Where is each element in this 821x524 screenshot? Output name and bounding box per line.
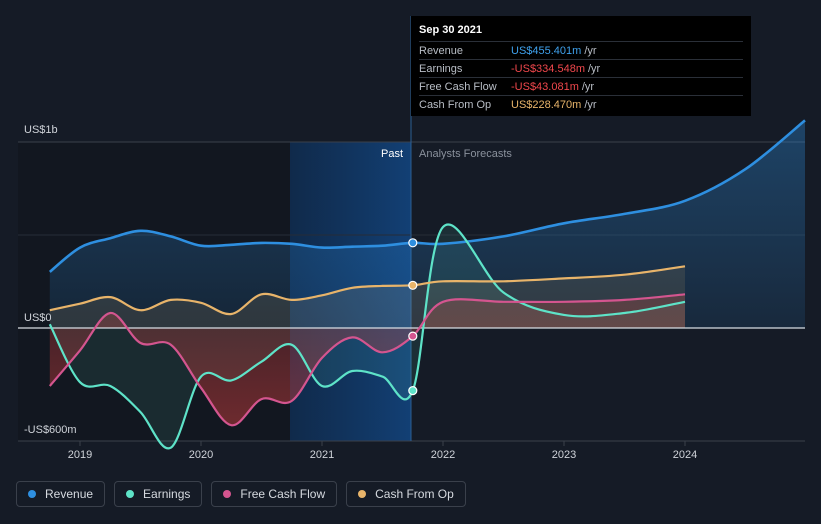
free-cash-flow-marker[interactable]	[408, 331, 418, 341]
legend-item-revenue[interactable]: Revenue	[16, 481, 106, 507]
cash-from-op-area	[49, 266, 686, 328]
legend-dot-icon	[126, 490, 135, 498]
tooltip-row-cash-from-op: Cash From Op US$228.470m/yr	[419, 95, 743, 113]
legend-label: Cash From Op	[375, 487, 454, 501]
free-cash-flow-line	[48, 293, 686, 427]
cash-from-op-marker[interactable]	[408, 280, 418, 290]
legend-dot-icon	[223, 490, 232, 498]
y-label-bottom: -US$600m	[24, 424, 77, 436]
tooltip-value: US$228.470m	[511, 98, 582, 111]
tooltip-value: US$455.401m	[511, 44, 582, 57]
x-tick-label: 2023	[552, 449, 576, 461]
legend-label: Earnings	[143, 487, 191, 501]
legend-label: Revenue	[45, 487, 94, 501]
tooltip-unit: /yr	[588, 62, 601, 75]
legend-item-free-cash-flow[interactable]: Free Cash Flow	[211, 481, 338, 507]
tooltip-label: Cash From Op	[419, 98, 492, 111]
legend-dot-icon	[28, 490, 36, 498]
tooltip-label: Free Cash Flow	[419, 80, 497, 93]
tooltip-label: Revenue	[419, 44, 464, 57]
tooltip-value: -US$334.548m	[511, 62, 585, 75]
revenue-marker[interactable]	[408, 238, 418, 248]
x-tick-label: 2022	[431, 449, 455, 461]
tooltip-date: Sep 30 2021	[419, 24, 482, 36]
tooltip-unit: /yr	[584, 44, 597, 57]
legend-label: Free Cash Flow	[240, 487, 326, 501]
tooltip-unit: /yr	[584, 98, 597, 111]
legend: Revenue Earnings Free Cash Flow Cash From O…	[16, 481, 466, 507]
free-cash-flow-area	[49, 294, 686, 426]
x-tick-label: 2024	[673, 449, 697, 461]
cash-from-op-line	[49, 265, 686, 316]
section-label-forecast: Analysts Forecasts	[419, 148, 512, 160]
tooltip-unit: /yr	[581, 80, 595, 93]
earnings-line	[48, 223, 686, 450]
x-tick-label: 2021	[310, 449, 334, 461]
section-label-past: Past	[381, 148, 403, 160]
tooltip-value: -US$43.081m	[511, 80, 579, 93]
legend-dot-icon	[358, 490, 367, 498]
tooltip-row-earnings: Earnings -US$334.548m/yr	[419, 59, 743, 77]
tooltip-label: Earnings	[419, 62, 463, 75]
legend-item-earnings[interactable]: Earnings	[114, 481, 203, 507]
tooltip-row-free-cash-flow: Free Cash Flow -US$43.081m/yr	[419, 77, 743, 95]
x-tick-label: 2020	[189, 449, 213, 461]
tooltip-row-revenue: Revenue US$455.401m/yr	[419, 41, 743, 59]
earnings-marker[interactable]	[408, 386, 418, 396]
x-tick-label: 2019	[68, 449, 92, 461]
y-label-zero: US$0	[24, 312, 52, 324]
revenue-line	[48, 119, 806, 273]
legend-item-cash-from-op[interactable]: Cash From Op	[346, 481, 466, 507]
y-label-top: US$1b	[24, 124, 58, 136]
data-tooltip: Sep 30 2021 Revenue US$455.401m/yr Earning…	[411, 16, 751, 116]
